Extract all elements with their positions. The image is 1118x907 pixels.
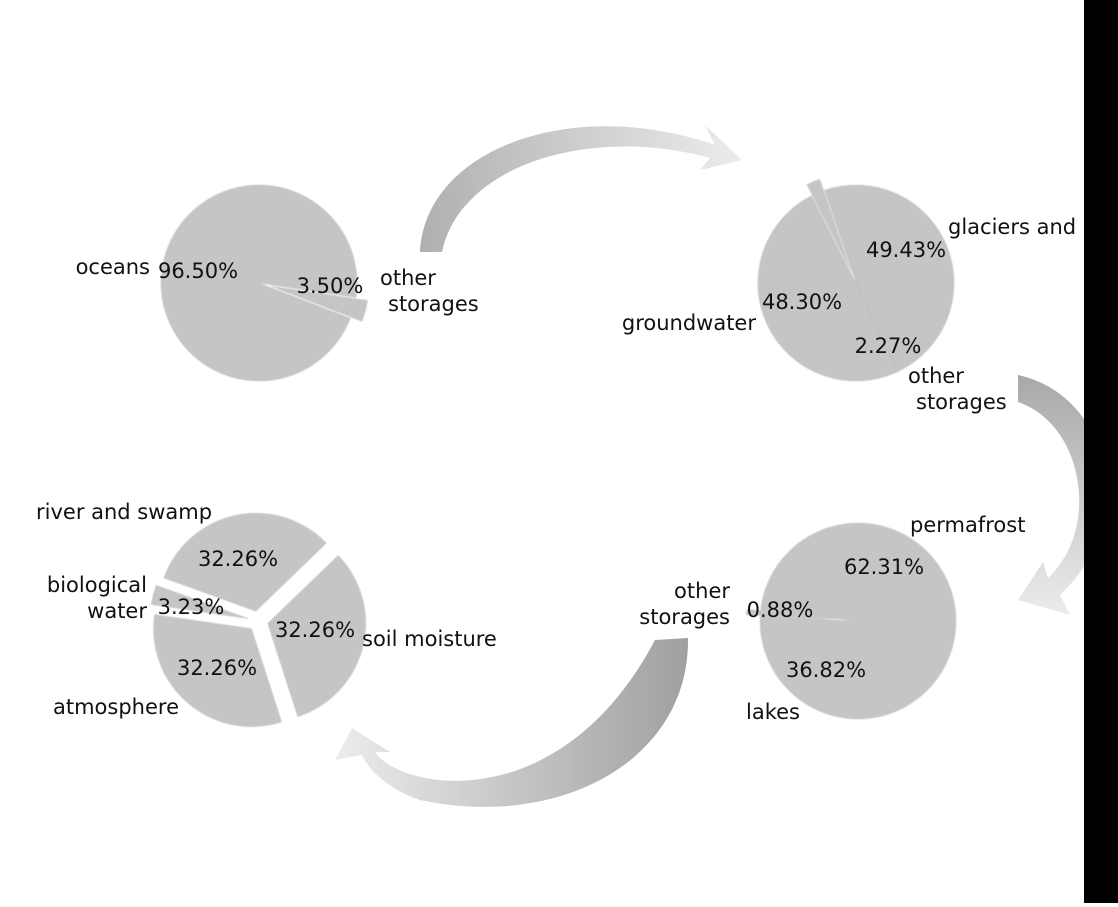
slice-label-soil-moisture: soil moisture: [362, 627, 497, 651]
slice-label-river-and-swamp: river and swamp: [36, 500, 212, 524]
pie-slice-other-storages: [742, 606, 842, 618]
pie-slice-other-storages: [267, 282, 365, 319]
pie-slice-lakes: [757, 519, 929, 619]
pie-slice-other-storages: [803, 175, 849, 270]
slice-label-biological-water: biological water: [47, 573, 147, 623]
slice-percent-atmosphere: 32.26%: [177, 656, 257, 680]
pie-slice-soil-moisture: [264, 551, 363, 715]
slice-label-permafrost: permafrost: [910, 513, 1025, 537]
arrow-top-icon: [420, 125, 742, 252]
pie-slice-groundwater: [821, 181, 952, 370]
slice-percent-river-and-swamp: 32.26%: [198, 547, 278, 571]
pie-slice-oceans: [157, 181, 355, 379]
slice-percent-soil-moisture: 32.26%: [275, 618, 355, 642]
slice-percent-other-storages: 2.27%: [855, 334, 922, 358]
slice-label-lakes: lakes: [746, 700, 800, 724]
pie-slice-glaciers-and: [754, 192, 895, 379]
pie-chart-1: 96.50% oceans 3.50% other storages: [76, 181, 479, 379]
slice-percent-lakes: 36.82%: [786, 658, 866, 682]
slice-label-other-storages: other storages: [908, 364, 1007, 414]
slice-label-oceans: oceans: [76, 255, 150, 279]
pie-slice-biological-water: [148, 581, 246, 616]
pie-slice-river-and-swamp: [160, 509, 324, 609]
pie-chart-4: 32.26% river and swamp 3.23% biological wate…: [36, 500, 497, 724]
slice-percent-other-storages: 3.50%: [297, 274, 364, 298]
slice-label-groundwater: groundwater: [622, 311, 756, 335]
slice-label-other-storages: other storages: [639, 579, 730, 629]
arrow-bottom-icon: [335, 638, 689, 807]
slice-percent-permafrost: 62.31%: [844, 555, 924, 579]
pie-slice-permafrost: [756, 552, 954, 717]
slice-label-other-storages: other storages: [380, 266, 479, 316]
slice-percent-biological-water: 3.23%: [158, 595, 225, 619]
slice-percent-oceans: 96.50%: [158, 259, 238, 283]
slice-percent-groundwater: 48.30%: [762, 290, 842, 314]
slice-percent-other-storages: 0.88%: [747, 598, 814, 622]
slice-label-atmosphere: atmosphere: [53, 695, 179, 719]
right-edge-bar: [1084, 0, 1118, 903]
pie-slice-atmosphere: [150, 611, 279, 724]
pie-chart-2: 49.43%glaciers and 48.30%groundwater 2.27%…: [622, 175, 1076, 414]
slice-percent-glaciers-and: 49.43%: [866, 238, 946, 262]
slice-label-glaciers-and: glaciers and: [948, 215, 1076, 239]
pie-chart-3: 62.31% permafrost 36.82% lakes 0.88% other sto…: [639, 513, 1025, 724]
